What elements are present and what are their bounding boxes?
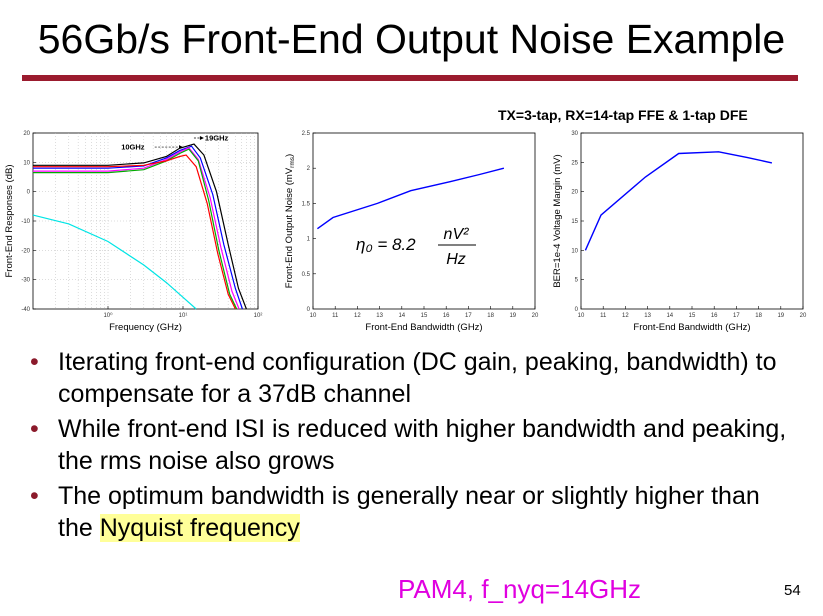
bullet-item: • The optimum bandwidth is generally nea… [28,480,798,544]
x-axis-label: Front-End Bandwidth (GHz) [365,322,482,333]
y-tick-label: 10 [571,248,578,254]
y-tick-label: 0 [27,190,31,196]
plot-area [580,132,804,310]
formula-denominator: Hz [446,251,466,268]
series-line [316,167,505,230]
y-tick-label: -20 [21,248,30,254]
y-tick-label: 30 [571,131,578,137]
y-tick-label: 25 [571,160,578,166]
x-tick-label: 17 [733,313,740,319]
x-tick-label: 15 [689,313,696,319]
y-tick-label: 5 [575,278,579,284]
series-line [33,148,238,310]
x-tick-label: 11 [332,313,339,319]
x-tick-label: 10⁰ [103,312,113,319]
series-line [33,154,236,310]
title-divider [22,75,798,81]
bullet-item: • Iterating front-end configuration (DC … [28,346,798,410]
x-tick-label: 20 [532,313,539,319]
annotation-label: 10GHz [121,143,145,152]
x-tick-label: 16 [711,313,718,319]
plot-area [312,132,536,310]
highlighted-text: Nyquist frequency [99,514,300,542]
y-tick-label: 1 [307,237,311,243]
x-tick-label: 14 [398,313,405,319]
x-tick-label: 13 [644,313,651,319]
series-line [33,143,247,310]
x-tick-label: 11 [600,313,607,319]
y-axis-label: Front-End Responses (dB) [4,165,15,278]
y-tick-label: 10 [23,160,30,166]
y-tick-label: 15 [571,219,578,225]
y-tick-label: 2 [307,166,311,172]
y-axis-label: Front-End Output Noise (mVrms) [284,154,296,288]
y-tick-label: 20 [23,131,30,137]
y-tick-label: -10 [21,219,30,225]
bullet-dot: • [30,348,39,376]
y-tick-label: 20 [571,190,578,196]
bullet-dot: • [30,415,39,443]
bullet-list: • Iterating front-end configuration (DC … [28,346,798,547]
x-tick-label: 12 [622,313,629,319]
annotation-label: 19GHz [205,133,229,142]
footer-note: PAM4, f_nyq=14GHz [398,574,642,604]
x-axis-label: Front-End Bandwidth (GHz) [633,322,750,333]
series-line [584,151,773,251]
series-line [33,146,240,310]
bullet-item: • While front-end ISI is reduced with hi… [28,413,798,477]
slide-title: 56Gb/s Front-End Output Noise Example [37,16,786,62]
y-tick-label: 2.5 [302,131,311,137]
x-tick-label: 15 [421,313,428,319]
page-number: 54 [784,582,801,599]
bullet-text: The optimum bandwidth is generally near … [58,482,760,542]
x-tick-label: 10 [310,313,317,319]
y-tick-label: -40 [21,307,30,313]
x-tick-label: 16 [443,313,450,319]
x-tick-label: 17 [465,313,472,319]
y-tick-label: 1.5 [302,201,311,207]
x-tick-label: 19 [509,313,516,319]
y-axis-label: BER=1e-4 Voltage Margin (mV) [552,154,563,287]
x-tick-label: 19 [777,313,784,319]
x-tick-label: 18 [487,313,494,319]
series-line [33,145,243,310]
bullet-text: While front-end ISI is reduced with high… [58,415,787,475]
y-tick-label: 0 [307,307,311,313]
y-tick-label: -30 [21,278,30,284]
bullet-dot: • [30,482,39,510]
x-tick-label: 10¹ [179,313,188,319]
x-tick-label: 13 [376,313,383,319]
formula-lhs: η₀ = 8.2 [356,235,416,254]
x-tick-label: 20 [800,313,807,319]
y-tick-label: 0 [575,307,579,313]
figure-caption: TX=3-tap, RX=14-tap FFE & 1-tap DFE [498,107,748,123]
series-line [32,214,197,310]
x-tick-label: 10 [578,313,585,319]
annotation-arrowhead [199,135,204,140]
x-tick-label: 18 [755,313,762,319]
formula-numerator: nV² [444,226,470,243]
x-tick-label: 14 [666,313,673,319]
x-tick-label: 12 [354,313,361,319]
x-axis-label: Frequency (GHz) [109,322,182,333]
y-tick-label: 0.5 [302,272,311,278]
x-tick-label: 10² [254,313,263,319]
annotation-arrowhead [179,145,183,150]
bullet-text: Iterating front-end configuration (DC ga… [58,348,777,408]
